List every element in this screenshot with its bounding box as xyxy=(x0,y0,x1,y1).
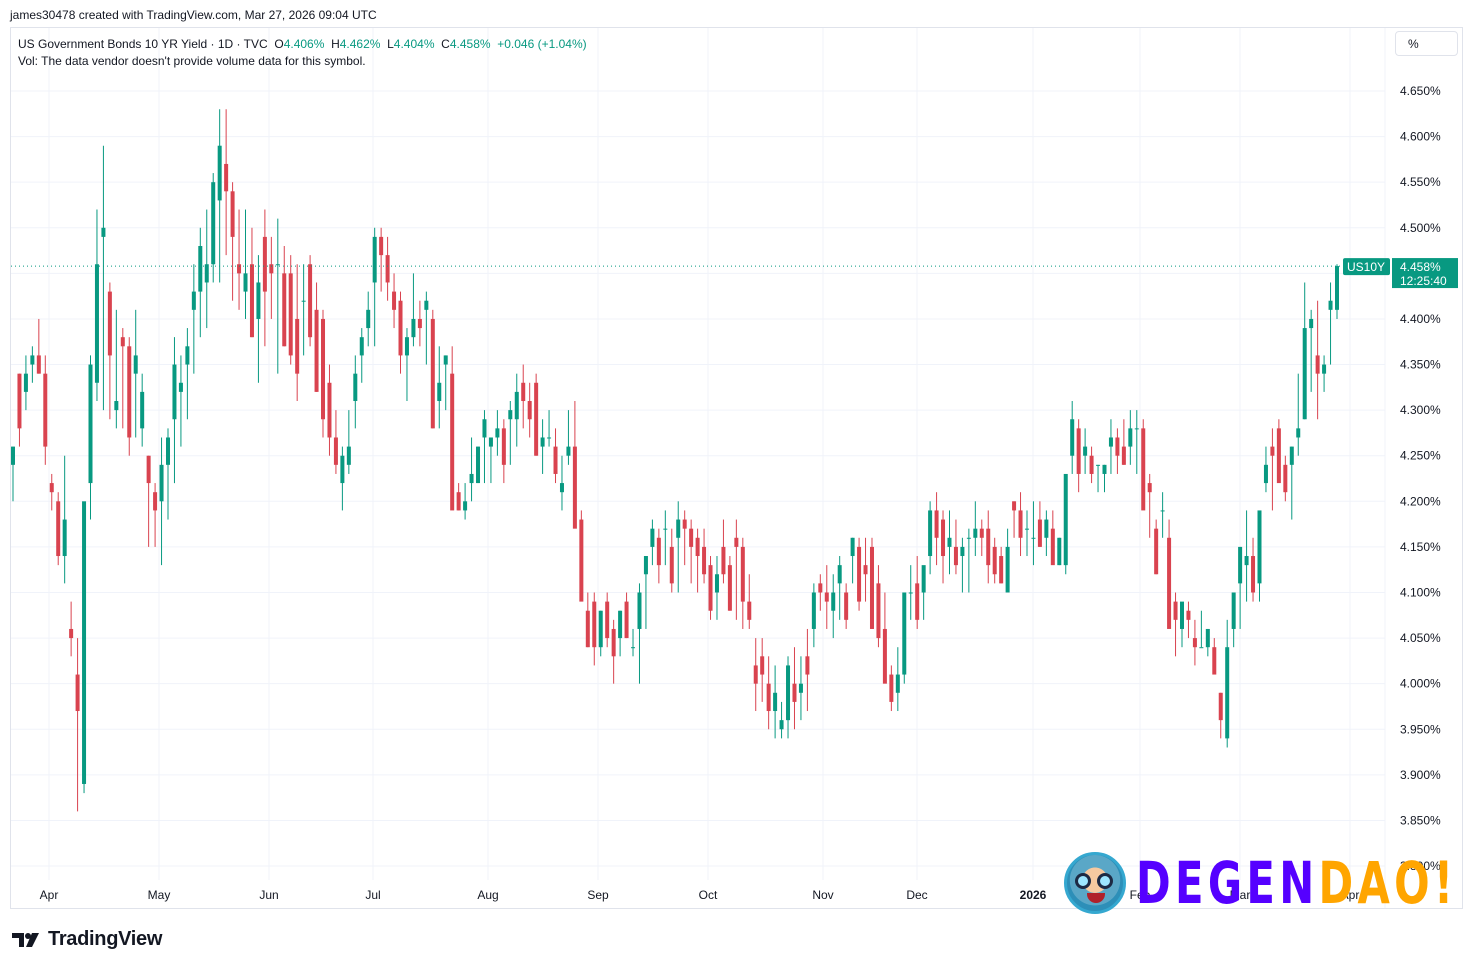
time-tick-label: Mar xyxy=(1230,888,1251,902)
time-tick-label: Feb xyxy=(1130,888,1151,902)
time-tick-label: Jul xyxy=(365,888,380,902)
chart-legend: US Government Bonds 10 YR Yield · 1D · T… xyxy=(18,36,587,70)
bar-countdown: 12:25:40 xyxy=(1400,274,1447,288)
time-tick-label: Jun xyxy=(259,888,278,902)
price-tick-label: 4.600% xyxy=(1400,130,1441,144)
price-tick-label: 4.550% xyxy=(1400,175,1441,189)
time-tick-label: Dec xyxy=(906,888,927,902)
time-tick-label: Sep xyxy=(587,888,609,902)
time-tick-label: 2026 xyxy=(1020,888,1047,902)
time-tick-label: Apr xyxy=(40,888,59,902)
time-tick-label: Oct xyxy=(699,888,718,902)
time-tick-label: May xyxy=(148,888,171,902)
price-tick-label: 4.250% xyxy=(1400,449,1441,463)
last-price-ticker: US10Y xyxy=(1347,260,1385,274)
legend-symbol[interactable]: US Government Bonds 10 YR Yield · 1D · T… xyxy=(18,37,268,51)
candles xyxy=(10,109,1340,812)
tradingview-logo-icon xyxy=(12,932,39,947)
time-tick-label: Nov xyxy=(812,888,833,902)
legend-volume-note: Vol: The data vendor doesn't provide vol… xyxy=(18,54,366,68)
time-tick-label: Apr xyxy=(1341,888,1360,902)
legend-high: 4.462% xyxy=(339,37,381,51)
price-axis: 4.650%4.600%4.550%4.500%4.450%4.400%4.35… xyxy=(1400,84,1441,873)
price-unit-button[interactable]: % xyxy=(1395,31,1458,56)
degendao-watermark: DEGENDAO! xyxy=(1064,851,1473,915)
last-price-value: 4.458% xyxy=(1400,260,1441,274)
legend-close: 4.458% xyxy=(449,37,491,51)
price-tick-label: 3.950% xyxy=(1400,722,1441,736)
degendao-avatar-icon xyxy=(1064,852,1126,914)
tradingview-logo[interactable]: TradingView xyxy=(12,928,162,951)
price-tick-label: 4.100% xyxy=(1400,585,1441,599)
price-tick-label: 4.500% xyxy=(1400,221,1441,235)
time-axis: Apr May Jun Jul Aug Sep Oct Nov Dec 2026 Feb Mar Apr xyxy=(40,888,1360,902)
price-tick-label: 4.000% xyxy=(1400,677,1441,691)
price-tick-label: 4.400% xyxy=(1400,312,1441,326)
legend-symbol-row: US Government Bonds 10 YR Yield · 1D · T… xyxy=(18,37,587,51)
price-tick-label: 4.150% xyxy=(1400,540,1441,554)
price-tick-label: 4.300% xyxy=(1400,403,1441,417)
legend-change: +0.046 (+1.04%) xyxy=(497,37,587,51)
price-tick-label: 4.650% xyxy=(1400,84,1441,98)
price-tick-label: 4.050% xyxy=(1400,631,1441,645)
chart-credit: james30478 created with TradingView.com,… xyxy=(10,8,377,22)
tradingview-logo-text: TradingView xyxy=(48,928,163,950)
watermark-text: DEGENDAO! xyxy=(1136,849,1458,917)
chart-grid xyxy=(11,28,1386,908)
price-tick-label: 3.800% xyxy=(1400,859,1441,873)
price-tick-label: 3.850% xyxy=(1400,813,1441,827)
price-tick-label: 4.200% xyxy=(1400,494,1441,508)
last-price-label: US10Y 4.458%12:25:40 xyxy=(1343,258,1458,289)
legend-open: 4.406% xyxy=(283,37,325,51)
price-tick-label: 3.900% xyxy=(1400,768,1441,782)
legend-low: 4.404% xyxy=(393,37,435,51)
chart-frame[interactable] xyxy=(10,27,1463,909)
price-tick-label: 4.350% xyxy=(1400,358,1441,372)
time-tick-label: Aug xyxy=(477,888,498,902)
